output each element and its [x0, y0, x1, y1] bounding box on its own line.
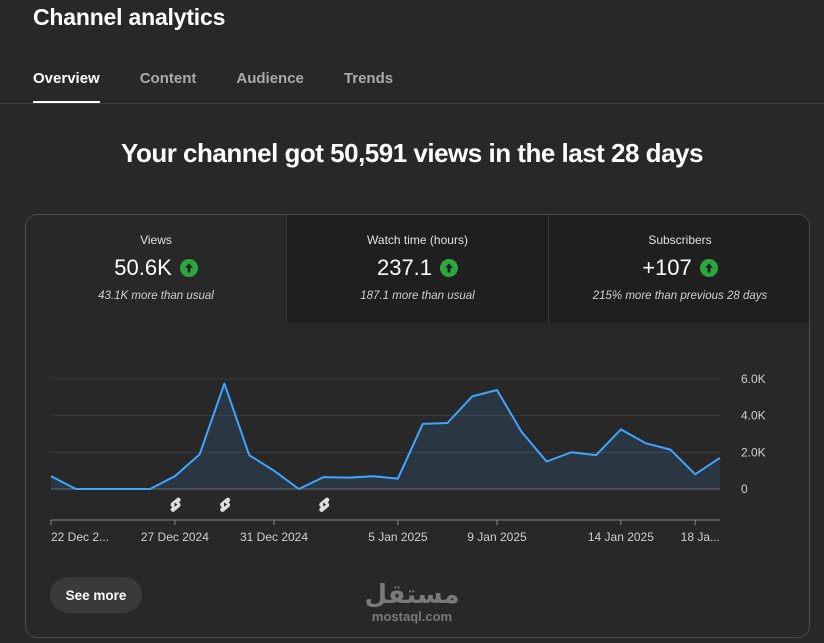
watermark-logo: مستقل	[364, 580, 460, 610]
tab-trends[interactable]: Trends	[343, 70, 394, 87]
see-more-button[interactable]: See more	[50, 577, 142, 613]
x-tick-label: 18 Ja...	[681, 530, 720, 544]
metric-label: Views	[140, 233, 172, 247]
shorts-icon[interactable]	[220, 497, 231, 512]
tab-bar: Overview Content Audience Trends	[33, 70, 433, 103]
x-tick-label: 27 Dec 2024	[141, 530, 209, 544]
x-tick-label: 31 Dec 2024	[240, 530, 308, 544]
y-tick-label: 2.0K	[741, 445, 766, 459]
watermark: مستقل mostaql.com	[362, 580, 462, 624]
arrow-up-circle-icon	[699, 259, 718, 277]
metric-views[interactable]: Views 50.6K 43.1K more than usual	[26, 215, 287, 323]
chart-series-line	[50, 382, 721, 490]
arrow-up-circle-icon	[440, 259, 459, 277]
chart-area-fill	[51, 383, 720, 489]
views-line-chart[interactable]: 0 2.0K 4.0K 6.0K 22 Dec 2... 27 Dec 2024 31 De…	[26, 323, 810, 553]
metric-comparison: 187.1 more than usual	[360, 290, 475, 302]
y-tick-label: 6.0K	[741, 372, 766, 386]
y-tick-label: 0	[741, 482, 748, 496]
shorts-icon[interactable]	[170, 497, 181, 512]
arrow-up-circle-icon	[179, 259, 198, 277]
views-headline: Your channel got 50,591 views in the las…	[121, 138, 703, 168]
y-tick-label: 4.0K	[741, 409, 766, 423]
metric-value: 237.1	[376, 255, 433, 280]
x-tick-label: 22 Dec 2...	[51, 530, 109, 544]
analytics-card: Views 50.6K 43.1K more than usual Watch …	[25, 214, 810, 638]
metric-subscribers[interactable]: Subscribers +107 215% more than previous…	[549, 215, 809, 323]
page-title: Channel analytics	[33, 4, 226, 30]
metric-value: 50.6K	[114, 255, 172, 280]
metric-label: Subscribers	[648, 233, 712, 247]
metric-comparison: 215% more than previous 28 days	[592, 290, 768, 302]
metric-label: Watch time (hours)	[367, 233, 468, 247]
analytics-header: Channel analytics Overview Content Audie…	[0, 0, 824, 104]
metric-value: +107	[642, 255, 692, 280]
watermark-text: mostaql.com	[371, 609, 453, 624]
tab-content[interactable]: Content	[139, 70, 197, 87]
shorts-icon[interactable]	[319, 497, 330, 512]
x-tick-label: 5 Jan 2025	[368, 530, 428, 544]
x-tick-label: 9 Jan 2025	[467, 530, 527, 544]
tab-overview[interactable]: Overview	[33, 70, 100, 103]
x-tick-label: 14 Jan 2025	[588, 530, 654, 544]
tab-audience[interactable]: Audience	[236, 70, 304, 87]
metric-tabs: Views 50.6K 43.1K more than usual Watch …	[26, 215, 809, 323]
metric-watch-time[interactable]: Watch time (hours) 237.1 187.1 more than…	[287, 215, 549, 323]
metric-comparison: 43.1K more than usual	[98, 290, 214, 302]
